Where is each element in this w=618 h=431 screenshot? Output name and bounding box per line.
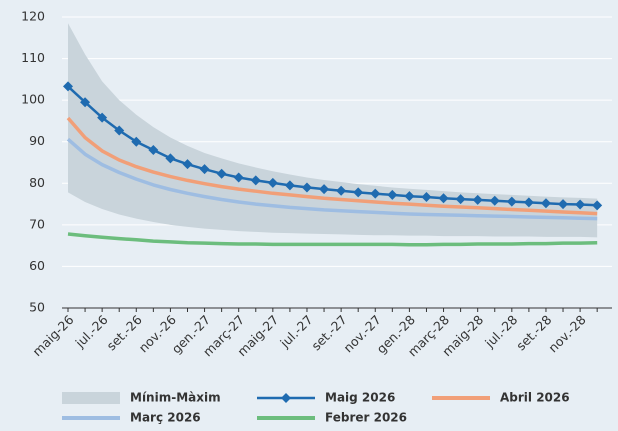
series-line <box>66 116 598 216</box>
point-marker <box>489 195 500 206</box>
legend-label: Abril 2026 <box>500 391 570 405</box>
series-line <box>66 137 598 221</box>
point-marker <box>353 187 364 198</box>
legend-label: Febrer 2026 <box>325 411 407 425</box>
point-marker <box>421 192 432 203</box>
point-marker <box>182 159 193 170</box>
point-marker <box>284 180 295 191</box>
point-marker <box>455 194 466 205</box>
point-marker <box>438 193 449 204</box>
point-marker <box>114 125 125 136</box>
legend-label: Maig 2026 <box>325 391 395 405</box>
legend-swatch <box>62 392 120 404</box>
point-marker <box>267 177 278 188</box>
y-tick-label: 120 <box>21 9 45 24</box>
point-marker <box>472 194 483 205</box>
point-marker <box>301 182 312 193</box>
point-marker <box>250 175 261 186</box>
point-marker <box>592 200 603 211</box>
y-tick-label: 50 <box>29 300 45 315</box>
range-band <box>68 23 598 238</box>
y-tick-label: 100 <box>21 92 45 107</box>
point-marker <box>97 112 108 123</box>
y-tick-label: 60 <box>29 258 45 273</box>
x-tick-label: nov.-28 <box>545 312 588 355</box>
point-marker <box>319 184 330 195</box>
y-tick-label: 70 <box>29 216 45 231</box>
legend-label: Mínim-Màxim <box>130 391 221 405</box>
point-marker <box>80 97 91 108</box>
point-marker <box>216 168 227 179</box>
point-marker <box>575 199 586 210</box>
point-marker <box>131 136 142 147</box>
point-marker <box>558 199 569 210</box>
x-tick-label: maig-26 <box>29 312 76 359</box>
point-marker <box>63 81 73 92</box>
series-line <box>67 232 598 247</box>
y-tick-label: 80 <box>29 175 45 190</box>
point-marker <box>233 172 244 183</box>
legend-label: Març 2026 <box>130 411 201 425</box>
point-marker <box>148 145 159 156</box>
point-marker <box>370 188 381 199</box>
point-marker <box>523 197 534 208</box>
point-marker <box>387 189 398 200</box>
point-marker <box>336 185 347 196</box>
y-tick-label: 90 <box>29 133 45 148</box>
point-marker <box>506 196 517 207</box>
point-marker <box>540 198 551 209</box>
y-tick-label: 110 <box>21 50 45 65</box>
point-marker <box>199 164 210 175</box>
point-marker <box>165 153 176 164</box>
point-marker <box>404 191 415 202</box>
legend-marker <box>281 393 291 403</box>
